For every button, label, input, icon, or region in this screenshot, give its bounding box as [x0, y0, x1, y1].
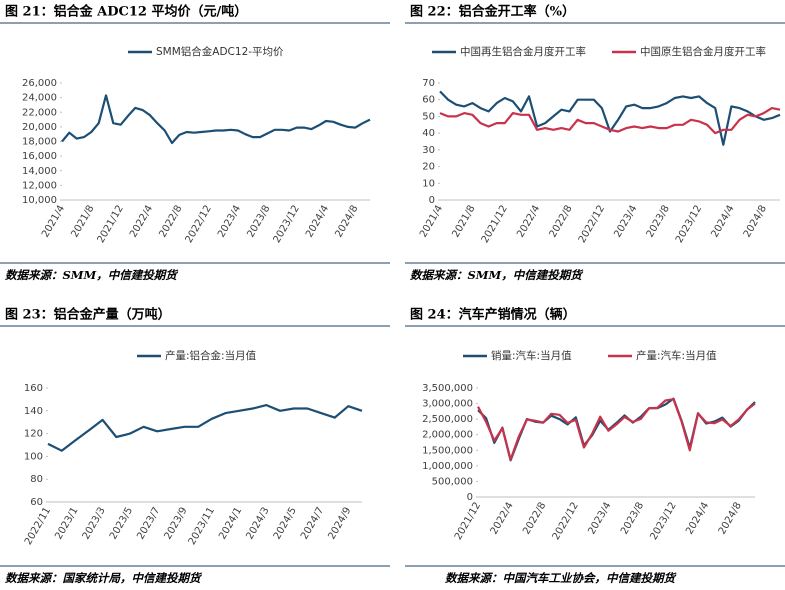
- y-tick-label: 10,000: [22, 195, 57, 206]
- y-tick-label: 80: [30, 474, 43, 485]
- y-tick-label: 160: [24, 383, 43, 394]
- y-tick-label: 100: [24, 451, 43, 462]
- x-tick-label: 2023/4: [586, 501, 613, 537]
- y-tick-label: 3,500,000: [422, 383, 473, 394]
- y-tick-label: 2,000,000: [422, 430, 473, 441]
- series-line: [439, 107, 781, 135]
- y-tick-label: 3,000,000: [422, 399, 473, 410]
- x-tick-label: 2022/12: [577, 204, 607, 245]
- y-tick-label: 20,000: [22, 122, 57, 133]
- y-tick-label: 20: [422, 162, 435, 173]
- x-tick-label: 2024/3: [245, 506, 272, 542]
- x-tick-label: 2024/5: [272, 506, 299, 542]
- x-tick-label: 2022/8: [548, 204, 575, 240]
- x-tick-label: 2022/12: [184, 204, 214, 245]
- x-tick-label: 2023/1: [53, 506, 80, 542]
- y-tick-label: 0: [429, 195, 435, 206]
- x-tick-label: 2021/8: [69, 204, 96, 240]
- x-tick-label: 2021/4: [40, 204, 67, 240]
- y-tick-label: 40: [422, 128, 435, 139]
- x-tick-label: 2021/12: [96, 204, 126, 245]
- y-tick-label: 1,000,000: [422, 461, 473, 472]
- x-tick-label: 2023/4: [216, 204, 243, 240]
- y-tick-label: 14,000: [22, 166, 57, 177]
- y-tick-label: 70: [422, 78, 435, 89]
- source-note: 数据来源：SMM，中信建投期货: [5, 268, 179, 282]
- y-tick-label: 120: [24, 429, 43, 440]
- x-tick-label: 2023/9: [163, 506, 190, 542]
- x-tick-label: 2024/4: [710, 204, 737, 240]
- figure-title: 图 24：汽车产销情况（辆）: [410, 307, 576, 323]
- legend-label: 中国再生铝合金月度开工率: [460, 45, 586, 58]
- x-tick-label: 2023/4: [612, 204, 639, 240]
- legend-label: SMM铝合金ADC12-平均价: [156, 45, 284, 58]
- x-tick-label: 2024/4: [684, 501, 711, 537]
- x-tick-label: 2023/5: [108, 506, 135, 542]
- x-tick-label: 2023/12: [674, 204, 704, 245]
- series-line: [477, 397, 756, 462]
- x-tick-label: 2023/11: [187, 506, 217, 547]
- x-tick-label: 2023/8: [619, 501, 646, 537]
- legend-label: 产量:汽车:当月值: [636, 349, 717, 362]
- y-tick-label: 10: [422, 178, 435, 189]
- series-line: [439, 90, 781, 146]
- x-tick-label: 2024/1: [217, 506, 244, 542]
- y-tick-label: 1,500,000: [422, 445, 473, 456]
- y-tick-label: 60: [422, 95, 435, 106]
- y-tick-label: 140: [24, 406, 43, 417]
- x-tick-label: 2023/12: [648, 501, 678, 542]
- figure-title: 图 23：铝合金产量（万吨）: [5, 307, 171, 323]
- x-tick-label: 2022/4: [489, 501, 516, 537]
- x-tick-label: 2022/8: [521, 501, 548, 537]
- x-tick-label: 2023/8: [245, 204, 272, 240]
- x-tick-label: 2024/8: [717, 501, 744, 537]
- figure-title: 图 21：铝合金 ADC12 平均价（元/吨）: [5, 4, 247, 20]
- source-note: 数据来源：SMM，中信建投期货: [410, 268, 584, 282]
- x-tick-label: 2022/4: [128, 204, 155, 240]
- x-tick-label: 2024/9: [326, 506, 353, 542]
- x-tick-label: 2021/12: [453, 501, 483, 542]
- x-tick-label: 2022/8: [157, 204, 184, 240]
- source-note: 数据来源：国家统计局，中信建投期货: [5, 571, 203, 585]
- figure-title: 图 22：铝合金开工率（%）: [410, 4, 575, 20]
- y-tick-label: 0: [467, 492, 473, 503]
- x-tick-label: 2023/12: [272, 204, 302, 245]
- x-tick-label: 2022/4: [515, 204, 542, 240]
- x-tick-label: 2024/4: [304, 204, 331, 240]
- x-tick-label: 2024/8: [742, 204, 769, 240]
- legend-label: 产量:铝合金:当月值: [165, 349, 257, 362]
- y-tick-label: 22,000: [22, 107, 57, 118]
- x-tick-label: 2023/7: [135, 506, 162, 542]
- y-tick-label: 50: [422, 111, 435, 122]
- source-note: 数据来源：中国汽车工业协会，中信建投期货: [445, 571, 677, 585]
- y-tick-label: 18,000: [22, 137, 57, 148]
- x-tick-label: 2021/8: [450, 204, 477, 240]
- legend-label: 中国原生铝合金月度开工率: [640, 45, 766, 58]
- x-tick-label: 2022/11: [23, 506, 53, 547]
- y-tick-label: 30: [422, 145, 435, 156]
- y-tick-label: 60: [30, 497, 43, 508]
- series-line: [61, 94, 371, 145]
- y-tick-label: 2,500,000: [422, 414, 473, 425]
- x-tick-label: 2022/12: [551, 501, 581, 542]
- y-tick-label: 12,000: [22, 180, 57, 191]
- y-tick-label: 500,000: [432, 476, 473, 487]
- x-tick-label: 2021/4: [418, 204, 445, 240]
- x-tick-label: 2023/3: [81, 506, 108, 542]
- x-tick-label: 2023/8: [645, 204, 672, 240]
- series-line: [47, 404, 363, 452]
- x-tick-label: 2024/8: [333, 204, 360, 240]
- y-tick-label: 24,000: [22, 93, 57, 104]
- x-tick-label: 2024/7: [299, 506, 326, 542]
- y-tick-label: 16,000: [22, 151, 57, 162]
- series-line: [477, 398, 756, 461]
- x-tick-label: 2021/12: [480, 204, 510, 245]
- legend-label: 销量:汽车:当月值: [491, 349, 572, 362]
- y-tick-label: 26,000: [22, 78, 57, 89]
